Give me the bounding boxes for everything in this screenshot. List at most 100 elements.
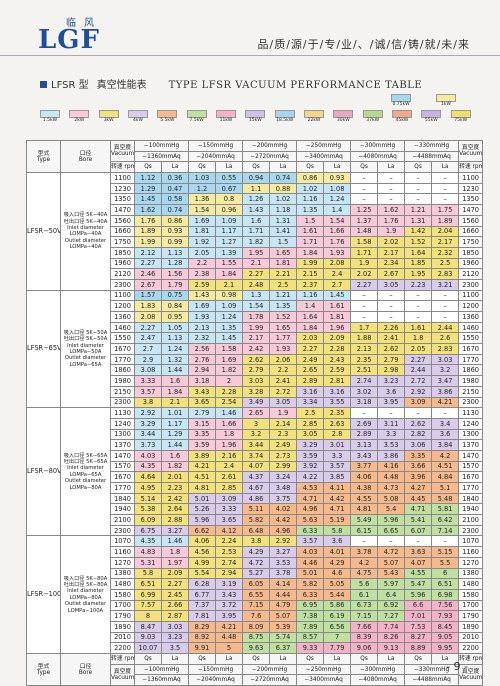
la-cell: 0.47 (160, 182, 190, 195)
la-cell: – (377, 172, 406, 184)
legend-item: 2kW (69, 110, 90, 124)
rpm-cell: 2300 (458, 278, 484, 291)
la-cell: 3.3 (323, 449, 352, 462)
rpm-cell: 1770 (110, 482, 135, 494)
rpm-cell: 1660 (458, 225, 484, 238)
rpm-cell: 1560 (110, 214, 135, 227)
la-cell: 2.08 (323, 257, 352, 270)
la-cell: 0.74 (160, 204, 190, 216)
la-cell: 1.45 (215, 332, 244, 345)
qs-cell: 2.89 (350, 428, 379, 441)
la-cell: 2.14 (269, 417, 298, 430)
qs-cell: 1.45 (134, 193, 162, 206)
la-header: La (377, 161, 406, 174)
qs-cell: 3.59 (188, 439, 217, 451)
legend-item: 0.75kW (391, 94, 411, 108)
qs-cell: 1.16 (296, 193, 325, 206)
qs-cell: 1.43 (242, 204, 271, 216)
la-cell: 5.4 (377, 503, 406, 516)
la-cell: 3.43 (215, 588, 244, 601)
la-cell: 2.79 (377, 353, 406, 366)
logo: 临风 LGF (38, 14, 108, 55)
rpm-header: 转速 rpm (458, 161, 484, 174)
la-cell: 1.39 (215, 246, 244, 259)
la-cell: 1.28 (160, 257, 190, 270)
la-cell: 3.16 (323, 385, 352, 398)
rpm-cell: 1460 (110, 321, 135, 334)
la-cell: 2.35 (323, 407, 352, 419)
qs-cell: 4.21 (188, 460, 217, 473)
data-row: 1370 3.73 1.44 3.59 1.96 3.44 2.49 3.29 3.01 3.13… (27, 439, 484, 451)
la-cell: 3.21 (431, 278, 460, 291)
qs-cell: 4.81 (188, 482, 217, 494)
rpm-cell: 1860 (110, 364, 135, 377)
bore-header-text: 口径 (79, 663, 92, 670)
qs-cell: 3 (242, 417, 271, 430)
qs-cell: 7.57 (134, 599, 162, 612)
la-cell: 2.61 (215, 471, 244, 483)
rpm-cell: 1770 (458, 482, 484, 494)
qs-cell: 1.8 (404, 332, 433, 345)
legend-label: 55kW (424, 118, 438, 123)
qs-cell: 2.38 (188, 268, 217, 280)
legend-swatch (391, 94, 411, 102)
qs-cell: 2.35 (350, 353, 379, 366)
rpm-cell: 1230 (458, 182, 484, 195)
la-cell: 2.99 (269, 460, 298, 473)
bore-header: 口径 Bore (60, 139, 111, 174)
legend-swatch (333, 110, 354, 118)
qs-cell: 1.62 (134, 204, 162, 216)
la-cell: 4.96 (269, 524, 298, 537)
la-cell: 1.93 (323, 246, 352, 259)
logo-en: LGF (38, 25, 100, 55)
la-cell: 1.9 (377, 225, 406, 238)
rpm-cell: 1860 (458, 364, 484, 377)
bore-header-text: Bore (78, 669, 93, 676)
qs-cell: 10.07 (134, 642, 162, 654)
qs-cell: 4.2 (350, 556, 379, 569)
legend-item: 5.5kW (157, 110, 178, 124)
qs-cell: 7.15 (242, 599, 271, 612)
qs-cell: 4.56 (188, 546, 217, 558)
qs-cell: 5.41 (404, 514, 433, 526)
rpm-cell: 1670 (110, 471, 135, 483)
qs-cell: 3.09 (404, 396, 433, 409)
legend-item: 3kW (98, 110, 119, 124)
qs-cell: 8.27 (404, 631, 433, 644)
data-row: 1240 3.29 1.17 3.15 1.66 3 2.14 2.85 2.63 2.69 3.1… (27, 417, 484, 430)
bore-cell: 吸入口径 5K−50A 吐出口径 5K−50A Inlet diameter L… (60, 289, 111, 409)
la-cell: 1.97 (160, 556, 190, 569)
qs-cell: 5.38 (134, 503, 162, 516)
qs-cell: 2.82 (404, 428, 433, 441)
la-cell: 2.26 (377, 321, 406, 334)
la-cell: 2.16 (215, 449, 244, 462)
legend-label: 18.5kW (276, 118, 294, 123)
la-cell: 3.23 (160, 631, 190, 644)
la-cell: – (431, 535, 460, 548)
la-cell: 1.45 (323, 289, 352, 302)
qs-cell: 1.02 (296, 182, 325, 195)
rpm-cell: 1300 (110, 428, 135, 441)
qs-cell: 2.23 (404, 278, 433, 291)
legend-swatch (216, 110, 236, 118)
pressure-mmAq: −1360mmAq (133, 150, 190, 163)
qs-cell: 8.47 (134, 620, 162, 633)
legend-item: 15kW (245, 110, 266, 124)
la-cell: 5.8 (323, 524, 352, 537)
data-row: 1480 6.51 2.27 6.28 3.19 6.05 4.14 5.82 5.05 5.6 5… (27, 578, 484, 590)
rpm-cell: 1770 (110, 353, 135, 366)
legend-label: 5.5kW (160, 118, 175, 123)
la-cell: 2.45 (160, 588, 190, 601)
qs-cell: 2.69 (350, 417, 379, 430)
data-row: 1670 2.7 1.24 2.56 1.58 2.42 1.93 2.27 2.28 2.13 2… (27, 343, 484, 355)
qs-cell: 4.51 (188, 471, 217, 483)
la-cell: 3.95 (377, 396, 406, 409)
qs-cell: 4.86 (242, 492, 271, 505)
data-row: 1670 4.64 2.01 4.51 2.61 4.37 3.24 4.22 3.85 4.06… (27, 471, 484, 483)
pressure-mmHg: −250mmHg (296, 140, 352, 152)
la-cell: 3.03 (160, 620, 190, 633)
la-cell: 3.6 (323, 535, 352, 548)
qs-cell: 2.17 (242, 332, 271, 345)
qs-header: Qs (404, 161, 433, 174)
